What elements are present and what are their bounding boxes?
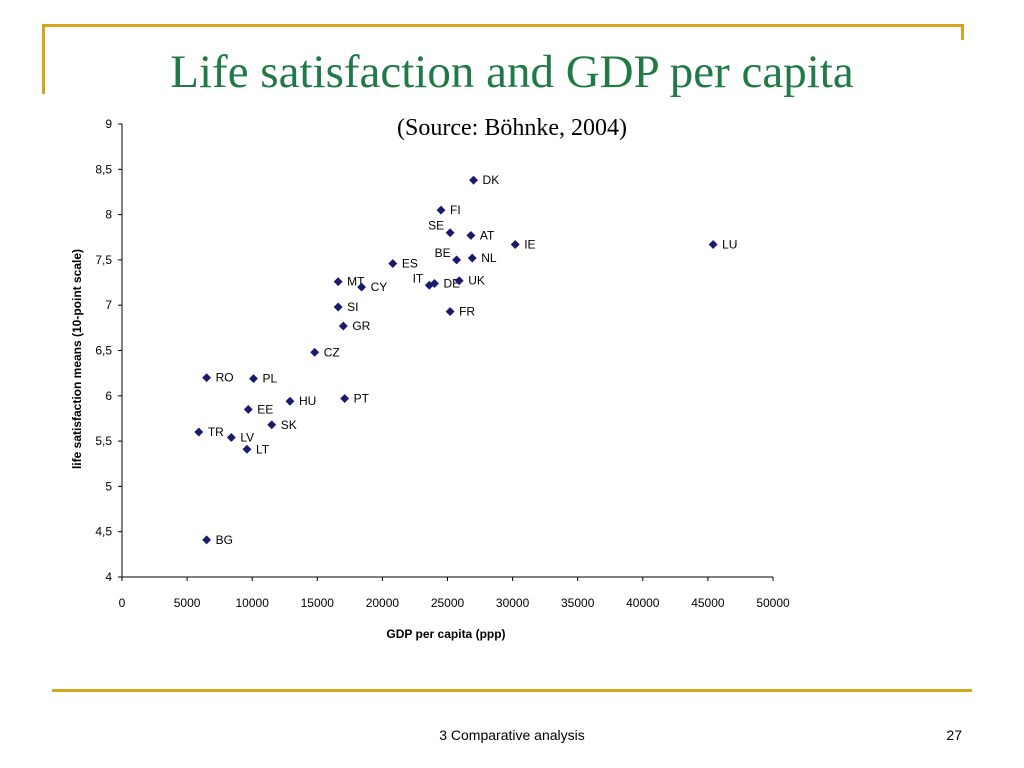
data-point-se (445, 228, 455, 238)
data-point-bg (202, 535, 212, 545)
y-tick-label: 4,5 (95, 525, 112, 539)
data-point-lv (226, 432, 236, 443)
data-label-se: SE (428, 219, 444, 233)
data-label-fr: FR (459, 305, 475, 319)
data-point-mt (333, 277, 343, 287)
slide-title: Life satisfaction and GDP per capita (170, 46, 854, 98)
data-label-lu: LU (722, 237, 737, 251)
data-point-pl (248, 374, 259, 384)
y-tick-label: 6,5 (95, 344, 112, 358)
data-point-gr (338, 321, 348, 331)
y-tick-label: 7,5 (95, 253, 112, 267)
data-point-be (452, 255, 462, 265)
x-tick-label: 5000 (174, 596, 201, 610)
page-number: 27 (946, 727, 962, 743)
data-point-lt (242, 444, 252, 454)
data-point-cy (357, 282, 367, 292)
data-label-pt: PT (354, 392, 370, 406)
data-label-lv: LV (240, 430, 254, 444)
data-label-be: BE (435, 246, 451, 260)
slide-frame-left-rule (42, 24, 45, 94)
data-label-ro: RO (216, 371, 234, 385)
data-point-dk (468, 175, 479, 185)
data-point-ro (202, 373, 212, 383)
x-tick-label: 15000 (301, 596, 335, 610)
data-point-sk (267, 420, 277, 430)
data-label-fi: FI (450, 203, 461, 217)
y-tick-label: 8 (105, 208, 112, 222)
data-label-uk: UK (468, 274, 485, 288)
data-point-de (429, 278, 440, 289)
data-label-bg: BG (216, 533, 233, 547)
y-tick-label: 8,5 (95, 162, 112, 176)
data-point-tr (194, 427, 204, 437)
data-label-it: IT (413, 271, 424, 285)
data-point-lu (708, 239, 718, 250)
data-label-cy: CY (371, 280, 388, 294)
data-label-cz: CZ (324, 345, 340, 359)
data-point-pt (340, 393, 350, 404)
x-tick-label: 45000 (691, 596, 725, 610)
data-point-at (466, 230, 476, 240)
chart-ticks: 0 5000 10000 15000 20000 25000 30000 35000 40000… (95, 117, 790, 610)
x-tick-label: 50000 (756, 596, 790, 610)
chart-axes (121, 124, 773, 578)
footer-section-title: 3 Comparative analysis (439, 727, 585, 743)
slide-frame-right-rule (961, 24, 964, 40)
data-point-hu (285, 396, 295, 406)
data-label-lt: LT (256, 442, 270, 456)
data-point-ie (510, 239, 520, 250)
data-label-es: ES (402, 257, 418, 271)
y-tick-label: 6 (105, 389, 112, 403)
data-label-at: AT (480, 228, 495, 242)
x-tick-label: 0 (119, 596, 126, 610)
data-label-ie: IE (524, 237, 535, 251)
data-label-si: SI (347, 300, 358, 314)
x-tick-label: 25000 (431, 596, 465, 610)
data-label-hu: HU (299, 394, 316, 408)
data-label-nl: NL (481, 251, 497, 265)
y-tick-label: 7 (105, 298, 112, 312)
y-tick-label: 5,5 (95, 434, 112, 448)
y-tick-label: 4 (105, 570, 112, 584)
data-point-cz (310, 347, 320, 357)
data-label-tr: TR (208, 425, 224, 439)
y-tick-label: 5 (105, 479, 112, 493)
slide-subtitle: (Source: Böhnke, 2004) (397, 115, 627, 141)
y-axis-label: life satisfaction means (10-point scale) (70, 249, 84, 469)
data-point-fi (436, 205, 446, 215)
y-tick-label: 9 (105, 117, 112, 131)
data-point-es (388, 258, 398, 269)
data-point-fr (445, 306, 455, 317)
slide-frame-top-rule (42, 24, 964, 27)
x-tick-label: 40000 (626, 596, 660, 610)
x-tick-label: 10000 (236, 596, 270, 610)
data-label-ee: EE (257, 402, 273, 416)
x-tick-label: 20000 (366, 596, 400, 610)
data-point-si (333, 302, 343, 312)
data-point-uk (454, 276, 464, 286)
data-label-gr: GR (352, 319, 370, 333)
x-axis-label: GDP per capita (ppp) (386, 627, 505, 641)
footer-rule (52, 689, 972, 692)
x-tick-label: 30000 (496, 596, 530, 610)
data-label-pl: PL (263, 372, 278, 386)
data-label-sk: SK (281, 418, 297, 432)
data-point-nl (467, 253, 477, 263)
data-point-ee (243, 404, 253, 414)
x-tick-label: 35000 (561, 596, 595, 610)
data-label-dk: DK (483, 173, 500, 187)
